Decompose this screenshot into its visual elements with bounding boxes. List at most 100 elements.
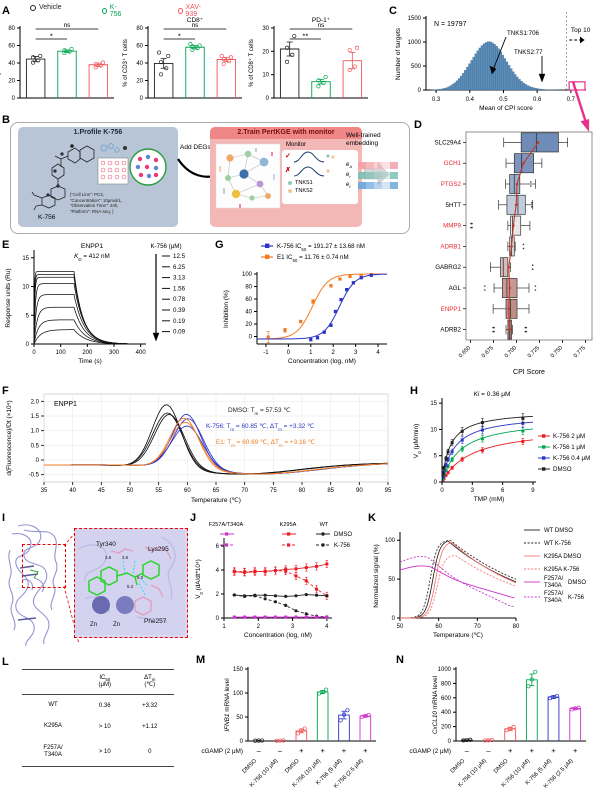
- svg-text:40: 40: [8, 61, 15, 67]
- legend-text: K-756 1 μM: [553, 444, 585, 451]
- chart-a2: 0 20 40 60 80 CD8⁺ % of CD3⁺ T cells ns *: [120, 14, 260, 114]
- bar-group: [317, 688, 328, 741]
- legend-text: K295A K-756: [544, 567, 580, 573]
- x-tick: 300: [109, 350, 120, 356]
- y-tick: 0: [448, 739, 452, 745]
- legend-text: F257A/: [544, 576, 564, 582]
- x-tick: 0.725: [527, 345, 541, 359]
- target-label: SLC29A4: [435, 139, 462, 146]
- panel-n-cxcl10: 0 200 400 600 800 1000 CxCL10 mRNA level – DMSO –…: [396, 655, 600, 807]
- embedding-cell: [382, 172, 390, 179]
- target-label: MMP9: [443, 223, 461, 230]
- bar-group: [360, 713, 371, 741]
- y-axis-label: % of CD3⁺ T cells: [122, 39, 129, 87]
- svg-text:40: 40: [136, 61, 143, 67]
- x-tick: 60: [435, 624, 442, 630]
- panel-label-B: B: [2, 115, 10, 126]
- legend-text: K-756 2 μM: [553, 433, 585, 440]
- melting-curve-svg: 35 40 45 50 55 60 65 70 75 80 85 90 95-0.500.51.01.5…: [0, 386, 400, 514]
- cgamp-value: +: [508, 746, 513, 755]
- target-label: PTGS2: [441, 181, 462, 188]
- x-axis-label: Temperature (℃): [433, 632, 483, 639]
- embedding-cell: [374, 162, 382, 169]
- x-tick: 2: [257, 624, 261, 630]
- panel-f-melting: 35 40 45 50 55 60 65 70 75 80 85 90 95 -0.5 0 0.5 1.0 1.5…: [0, 386, 400, 514]
- svg-text:60: 60: [8, 44, 15, 50]
- y-tick: 4: [216, 568, 220, 574]
- monitor-dot-icon: [288, 181, 292, 185]
- y-axis-label: V0 (μM/min): [413, 424, 422, 458]
- x-axis-label: Concentration (log, nM): [244, 632, 312, 639]
- target-label: ADRB2: [440, 327, 461, 334]
- embedding-cell: [382, 182, 390, 189]
- x-tick: 75: [270, 488, 277, 494]
- x-tick: 0.5: [499, 97, 508, 103]
- col-header: K295A: [280, 522, 297, 528]
- x-tick: 3: [471, 488, 475, 494]
- table-cell-ic50: 0.36: [84, 695, 126, 717]
- svg-text:20: 20: [262, 49, 269, 55]
- panel-g-inhibition: 0 20 40 60 80 100 -1 0 1 2 3 4 Inhibition (%) Concent…: [215, 240, 400, 385]
- panel-c-histogram: 0 500 1000 1500 0.3 0.4 0.5 0.6 0.7 Number of tar…: [390, 4, 600, 116]
- cgamp-value: +: [551, 746, 556, 755]
- x-tick: 65: [213, 488, 220, 494]
- x-axis-label: CPI Score: [513, 369, 545, 376]
- structure-label: Tyr340: [96, 541, 116, 548]
- n-label: N = 19797: [434, 21, 467, 28]
- legend-conc: 3.13: [173, 275, 186, 282]
- x-tick: 0: [287, 350, 291, 356]
- structure-zoom-box: [22, 544, 66, 588]
- x-category-label: DMSO: [242, 758, 259, 775]
- svg-text:20: 20: [136, 79, 143, 85]
- x-category-label: DMSO: [284, 758, 301, 775]
- y-tick: 50: [388, 577, 395, 583]
- kinetics-svg: 0510150 3 6 9V0 (μM/min)TMP (mM)Ki = 0.36 μ…: [408, 386, 600, 514]
- cgamp-value: +: [320, 746, 325, 755]
- bar-group: [505, 725, 516, 741]
- legend-text: T340A: [544, 598, 562, 604]
- panel-l-table: IC50 (μM) ΔTm (℃) WT 0.36 +3.32 K295A > 10 +1.12 F…: [8, 665, 188, 775]
- target-label: GABRG2: [435, 264, 461, 271]
- x-tick: 2: [332, 350, 336, 356]
- target-label: 5HTT: [446, 202, 462, 209]
- x-tick: 0.3: [432, 97, 441, 103]
- chart-title: ENPP1: [54, 401, 77, 408]
- legend-text: K-756 IC50 = 191.27 ± 13.68 nM: [277, 243, 365, 252]
- bar-group: [483, 738, 493, 742]
- cgamp-value: +: [573, 746, 578, 755]
- legend-text: DMSO: [568, 580, 586, 586]
- x-tick: 45: [98, 488, 105, 494]
- y-tick: -0.5: [29, 473, 40, 479]
- monitor-legend: TNKS1 TNKS2: [288, 180, 313, 196]
- y-tick: 10: [22, 285, 29, 291]
- structure-label: Zn: [90, 622, 97, 628]
- panel-e-spr: 0 5 10 15 0 100 200 300 400 Response units (Ru) Ti…: [0, 240, 215, 385]
- y-tick: 600: [441, 696, 452, 702]
- chart-title: ENPP1: [81, 243, 104, 250]
- x-category-label: DMSO: [450, 758, 467, 775]
- cgamp-value: +: [342, 746, 347, 755]
- embedding-cell: [366, 182, 374, 189]
- structure-label: Lys295: [148, 546, 169, 553]
- x-tick: 0.6: [533, 97, 542, 103]
- target-label: ENPP1: [441, 306, 462, 313]
- bar-group: [526, 670, 537, 741]
- cgamp-value: –: [278, 746, 283, 755]
- metadata-line: "Observation Time": 24h,: [70, 203, 122, 209]
- bar-group: [548, 694, 559, 741]
- x-tick: 0.675: [481, 345, 495, 359]
- embedding-title-line: embedding: [346, 140, 381, 148]
- cetsa-svg: 05010050 60 70 80Normalized signal (%)Tempe…: [368, 518, 600, 653]
- embedding-heatmap: [358, 172, 398, 179]
- kd-value: KD = 412 nM: [74, 253, 110, 262]
- y-axis-label: V0 (dA/dt*10⁴): [195, 559, 204, 598]
- metadata-text: {"Cell Line": PC3, "Concentration": 10μmo…: [70, 192, 122, 214]
- panelN-svg: 02004006008001000CxCL10 mRNA level–DMSO–…: [396, 655, 600, 807]
- embedding-cell: [382, 162, 390, 169]
- y-axis-label: Normalized signal (%): [373, 544, 380, 608]
- x-tick: 3: [291, 624, 295, 630]
- structure-label: Zn: [113, 622, 120, 628]
- y-tick: 5: [26, 313, 30, 319]
- legend-text: E1 IC50 = 11.76 ± 0.74 nM: [277, 254, 349, 263]
- x-tick: 80: [299, 488, 306, 494]
